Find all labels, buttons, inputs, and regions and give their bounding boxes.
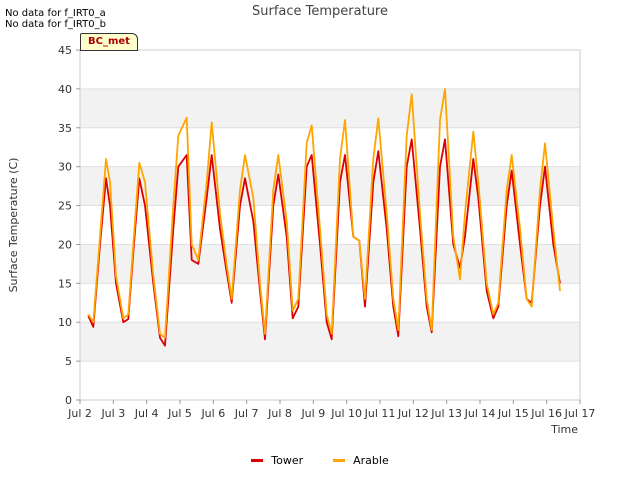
legend: Tower Arable: [0, 454, 640, 467]
site-badge: BC_met: [80, 33, 138, 51]
x-tick-label: Jul 15: [497, 407, 529, 420]
x-axis-ticks: Jul 2 Jul 3 Jul 4 Jul 5 Jul 6 Jul 7 Jul 8 Jul 9…: [67, 400, 595, 420]
grid-band: [80, 244, 580, 284]
y-tick-label: 5: [65, 355, 72, 368]
y-tick-label: 40: [58, 83, 72, 96]
legend-item-arable: Arable: [333, 454, 389, 467]
x-tick-label: Jul 8: [267, 407, 292, 420]
y-axis-ticks: 0 5 10 15 20 25 30 35 40 45: [58, 44, 80, 407]
grid-band: [80, 166, 580, 206]
y-tick-label: 20: [58, 238, 72, 251]
x-tick-label: Jul 12: [397, 407, 429, 420]
y-tick-label: 45: [58, 44, 72, 57]
x-tick-label: Jul 14: [464, 407, 496, 420]
y-tick-label: 10: [58, 316, 72, 329]
no-data-note-a: No data for f_IRT0_a: [5, 8, 106, 19]
legend-swatch-arable: [333, 459, 346, 462]
x-tick-label: Jul 17: [564, 407, 596, 420]
x-tick-label: Jul 5: [167, 407, 192, 420]
x-tick-label: Jul 6: [200, 407, 225, 420]
y-axis-label: Surface Temperature (C): [7, 158, 20, 293]
y-tick-label: 30: [58, 161, 72, 174]
series-line-arable: [87, 88, 561, 339]
y-tick-label: 35: [58, 122, 72, 135]
x-tick-label: Jul 2: [67, 407, 92, 420]
x-tick-label: Jul 7: [234, 407, 259, 420]
legend-swatch-tower: [251, 459, 264, 462]
x-tick-label: Jul 3: [100, 407, 125, 420]
legend-label-arable: Arable: [353, 454, 389, 467]
y-tick-label: 25: [58, 200, 72, 213]
x-axis-label: Time: [550, 423, 578, 436]
y-tick-label: 15: [58, 277, 72, 290]
legend-item-tower: Tower: [251, 454, 303, 467]
x-tick-label: Jul 9: [300, 407, 325, 420]
legend-label-tower: Tower: [271, 454, 304, 467]
grid-band: [80, 88, 580, 128]
x-tick-label: Jul 16: [530, 407, 562, 420]
plot-frame: [79, 49, 581, 401]
x-tick-label: Jul 13: [430, 407, 462, 420]
series-line-tower: [87, 138, 561, 347]
series-lines: [87, 88, 561, 347]
y-tick-label: 0: [65, 394, 72, 407]
x-tick-label: Jul 10: [330, 407, 362, 420]
chart-title: Surface Temperature: [252, 4, 388, 19]
x-tick-label: Jul 4: [134, 407, 159, 420]
x-tick-label: Jul 11: [364, 407, 396, 420]
no-data-note-b: No data for f_IRT0_b: [5, 19, 106, 30]
